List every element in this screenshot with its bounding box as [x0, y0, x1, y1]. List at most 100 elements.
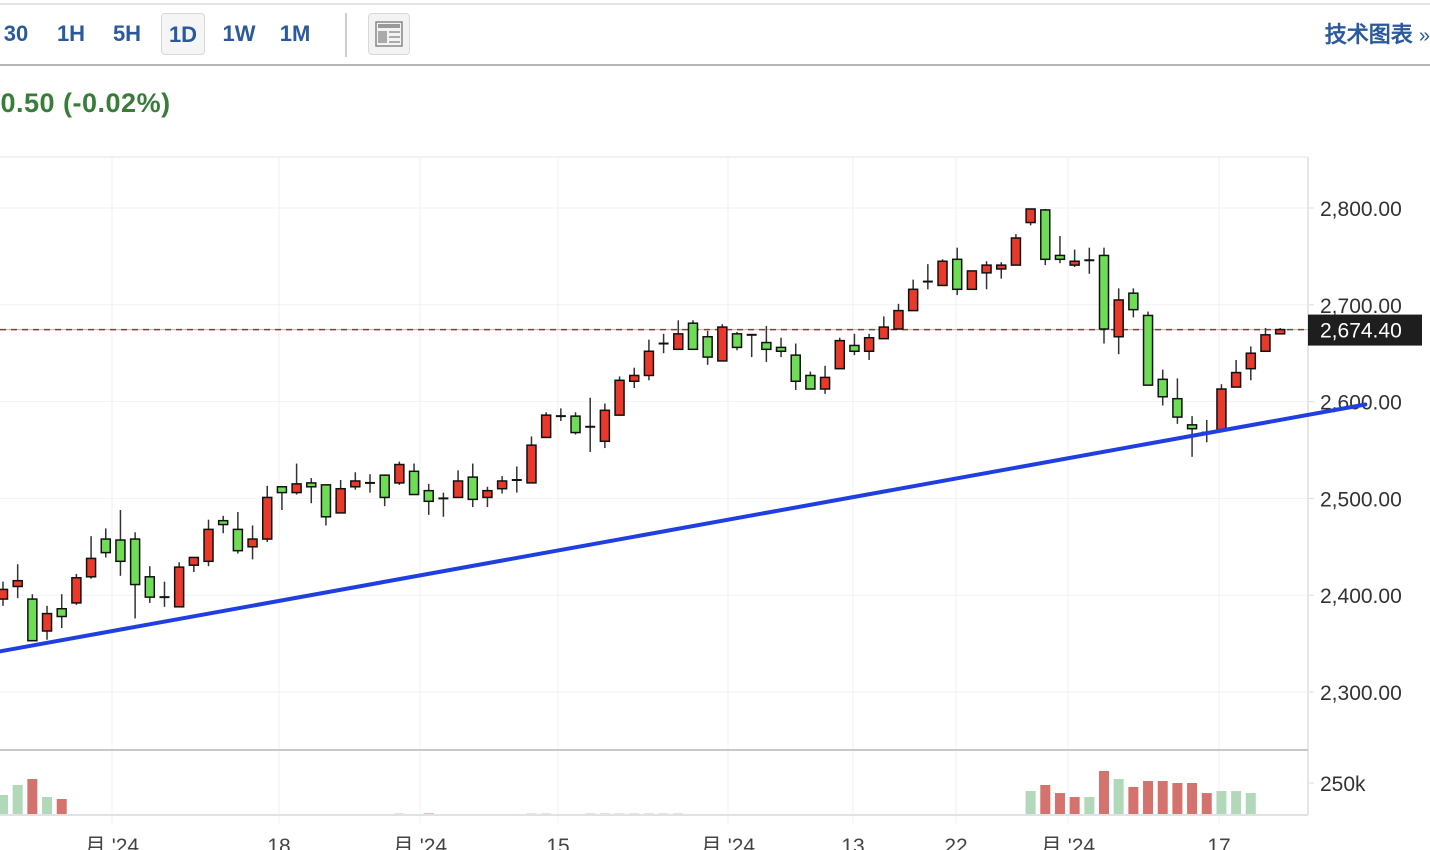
- candle-body: [878, 326, 890, 340]
- candle: [1157, 369, 1168, 406]
- candle: [702, 330, 713, 365]
- candle: [1010, 234, 1022, 266]
- candle-body: [966, 270, 978, 291]
- toolbar: 30 1H 5H 1D 1W 1M 技术图表 »: [0, 5, 1430, 66]
- volume-bar: [1216, 791, 1227, 814]
- candle-body: [1230, 371, 1242, 388]
- candle-body: [834, 339, 846, 370]
- candle: [951, 247, 963, 296]
- x-tick-label: 月 '24: [85, 835, 140, 850]
- candle-body: [12, 579, 23, 588]
- candle: [1260, 328, 1271, 353]
- candle-body: [144, 576, 156, 598]
- last-price-label: 2,674.40: [1320, 320, 1402, 343]
- candle: [1098, 247, 1110, 344]
- candle: [907, 279, 919, 312]
- candle-body: [775, 346, 787, 353]
- candle: [981, 261, 992, 290]
- candle-body: [1113, 299, 1124, 338]
- candle: [599, 403, 611, 449]
- candle-body: [819, 376, 831, 390]
- volume-bar: [1025, 791, 1036, 814]
- candle-body: [394, 463, 405, 484]
- candle: [511, 466, 522, 493]
- candle-body: [1245, 352, 1257, 370]
- candle-body: [702, 335, 713, 358]
- candle-body: [526, 444, 537, 484]
- candle-body: [496, 480, 508, 490]
- candle: [394, 461, 405, 485]
- y-tick-label: 2,800.00: [1320, 198, 1402, 221]
- volume-bar: [1157, 781, 1168, 814]
- timeframe-1h[interactable]: 1H: [56, 21, 86, 46]
- candle-body: [570, 415, 581, 434]
- candle-body: [951, 258, 963, 291]
- candle-body: [1128, 292, 1139, 311]
- candle: [159, 581, 170, 607]
- volume-bar: [42, 797, 53, 814]
- x-tick-label: 月 '24: [393, 835, 448, 850]
- candle-body: [423, 489, 434, 503]
- candle: [56, 594, 67, 629]
- candle: [878, 316, 890, 340]
- candle: [570, 412, 581, 435]
- candle-body: [188, 556, 200, 566]
- y-tick-label: 2,700.00: [1320, 295, 1402, 318]
- candle-body: [1040, 209, 1051, 261]
- y-tick-label: 2,300.00: [1320, 682, 1402, 705]
- candle-body: [261, 496, 273, 540]
- candle: [247, 525, 258, 560]
- candle-body: [628, 374, 640, 383]
- candle: [482, 486, 493, 508]
- timeframe-30[interactable]: 30: [3, 21, 29, 46]
- candle: [1040, 208, 1051, 266]
- candle-body: [1186, 424, 1198, 430]
- candle-body: [687, 322, 699, 351]
- candle: [526, 436, 537, 484]
- volume-bar: [1172, 783, 1183, 814]
- candle-body: [1260, 334, 1271, 353]
- timeframe-5h[interactable]: 5H: [112, 21, 142, 46]
- candle-body: [1025, 208, 1036, 224]
- double-chevron-right-icon: »: [1418, 25, 1430, 47]
- candle-body: [1157, 378, 1168, 398]
- candle: [893, 303, 904, 330]
- candle-body: [379, 474, 390, 499]
- candle: [100, 528, 112, 558]
- timeframe-1d[interactable]: 1D: [161, 13, 205, 55]
- candle: [966, 270, 978, 291]
- candle: [628, 367, 640, 389]
- candle-body: [731, 333, 743, 349]
- volume-bar: [1099, 770, 1109, 814]
- candle-body: [1054, 254, 1066, 261]
- volume-bar: [1069, 797, 1080, 814]
- candle: [27, 594, 38, 642]
- candle: [1025, 208, 1036, 226]
- x-tick-label: 月 '24: [701, 835, 756, 850]
- candle-body: [467, 476, 479, 501]
- candle-body: [1172, 397, 1183, 418]
- candle-body: [276, 486, 288, 494]
- candle-body: [247, 538, 258, 548]
- y-tick-label: 2,500.00: [1320, 488, 1402, 511]
- volume-bar: [1143, 781, 1154, 814]
- timeframe-1w[interactable]: 1W: [222, 21, 256, 46]
- candle: [790, 343, 801, 390]
- candle: [12, 564, 23, 599]
- candle-body: [937, 260, 948, 287]
- chart-layout-button[interactable]: [368, 13, 410, 55]
- candle-body: [452, 480, 464, 499]
- candle-body: [599, 409, 611, 443]
- candle: [188, 556, 200, 572]
- volume-bar: [1054, 793, 1065, 814]
- technical-chart-link[interactable]: 技术图表 »: [1325, 15, 1430, 55]
- candle-body: [540, 414, 552, 439]
- candle: [922, 264, 933, 290]
- volume-bar: [27, 779, 38, 814]
- timeframe-1m[interactable]: 1M: [279, 21, 311, 46]
- x-tick-label: 13: [841, 835, 864, 850]
- chart-layout-icon: [375, 21, 403, 47]
- candle: [834, 337, 846, 370]
- candle: [614, 376, 625, 416]
